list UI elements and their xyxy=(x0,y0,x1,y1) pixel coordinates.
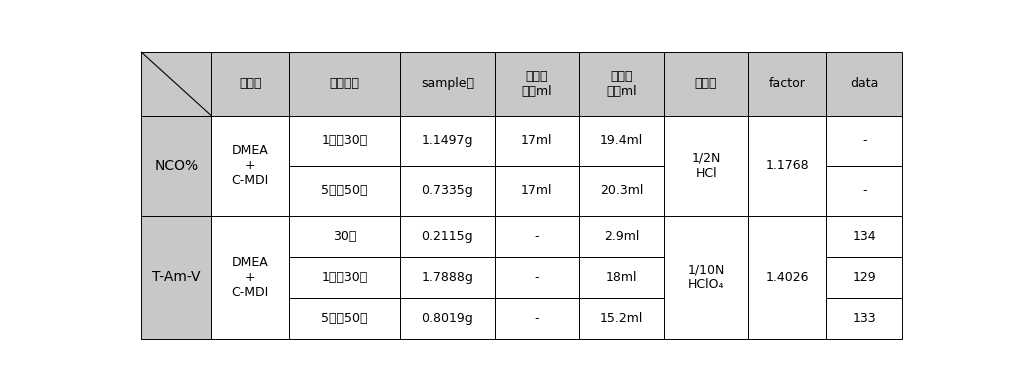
Text: 1/10N
HClO₄: 1/10N HClO₄ xyxy=(687,264,725,291)
Text: 1.1497g: 1.1497g xyxy=(421,134,473,147)
Bar xyxy=(748,216,827,339)
Text: 20.3ml: 20.3ml xyxy=(600,184,643,197)
Bar xyxy=(289,116,400,166)
Text: 반응시간: 반응시간 xyxy=(330,77,359,91)
Text: 0.2115g: 0.2115g xyxy=(421,230,473,243)
Bar xyxy=(827,52,902,116)
Text: 1시간30분: 1시간30분 xyxy=(322,271,367,284)
Text: T-Am-V: T-Am-V xyxy=(152,270,201,284)
Bar xyxy=(495,52,579,116)
Bar xyxy=(827,116,902,166)
Text: 5시간50분: 5시간50분 xyxy=(322,184,367,197)
Bar xyxy=(579,166,664,216)
Bar xyxy=(400,216,495,257)
Bar xyxy=(289,298,400,339)
Bar xyxy=(212,116,289,216)
Text: -: - xyxy=(862,134,866,147)
Bar xyxy=(579,52,664,116)
Bar xyxy=(495,216,579,257)
Text: 1시간30분: 1시간30분 xyxy=(322,134,367,147)
Text: 18ml: 18ml xyxy=(606,271,637,284)
Text: 본시험
소비ml: 본시험 소비ml xyxy=(606,70,637,98)
Bar xyxy=(142,216,212,339)
Text: 적정액: 적정액 xyxy=(695,77,718,91)
Text: factor: factor xyxy=(769,77,806,91)
Text: data: data xyxy=(850,77,879,91)
Text: 133: 133 xyxy=(852,312,876,325)
Bar xyxy=(289,216,400,257)
Bar xyxy=(289,166,400,216)
Bar xyxy=(579,116,664,166)
Text: 0.8019g: 0.8019g xyxy=(421,312,473,325)
Bar xyxy=(579,216,664,257)
Bar xyxy=(664,116,748,216)
Bar xyxy=(142,116,212,216)
Bar xyxy=(289,257,400,298)
Text: 2.9ml: 2.9ml xyxy=(604,230,639,243)
Text: 15.2ml: 15.2ml xyxy=(600,312,643,325)
Bar xyxy=(212,52,289,116)
Bar xyxy=(748,52,827,116)
Text: -: - xyxy=(534,230,540,243)
Bar xyxy=(400,298,495,339)
Bar xyxy=(579,298,664,339)
Bar xyxy=(579,257,664,298)
Text: -: - xyxy=(534,271,540,284)
Bar xyxy=(827,216,902,257)
Bar xyxy=(664,216,748,339)
Text: NCO%: NCO% xyxy=(155,159,199,173)
Bar xyxy=(748,116,827,216)
Text: DMEA
+
C-MDI: DMEA + C-MDI xyxy=(232,144,269,187)
Bar xyxy=(400,166,495,216)
Bar xyxy=(495,298,579,339)
Text: 0.7335g: 0.7335g xyxy=(421,184,473,197)
Bar xyxy=(142,52,212,116)
Text: -: - xyxy=(534,312,540,325)
Text: 19.4ml: 19.4ml xyxy=(600,134,643,147)
Text: 1.1768: 1.1768 xyxy=(766,160,809,172)
Bar xyxy=(400,257,495,298)
Text: 134: 134 xyxy=(852,230,876,243)
Text: DMEA
+
C-MDI: DMEA + C-MDI xyxy=(232,256,269,299)
Text: 129: 129 xyxy=(852,271,876,284)
Text: 17ml: 17ml xyxy=(521,184,553,197)
Bar xyxy=(495,116,579,166)
Text: 1.7888g: 1.7888g xyxy=(421,271,473,284)
Text: 17ml: 17ml xyxy=(521,134,553,147)
Bar xyxy=(827,257,902,298)
Text: 시료명: 시료명 xyxy=(239,77,262,91)
Bar xyxy=(664,52,748,116)
Bar xyxy=(495,257,579,298)
Bar xyxy=(827,298,902,339)
Bar xyxy=(289,52,400,116)
Text: sample량: sample량 xyxy=(420,77,474,91)
Bar xyxy=(495,166,579,216)
Text: 30분: 30분 xyxy=(333,230,356,243)
Bar xyxy=(827,166,902,216)
Text: 5시간50분: 5시간50분 xyxy=(322,312,367,325)
Text: -: - xyxy=(862,184,866,197)
Bar xyxy=(400,52,495,116)
Bar xyxy=(212,216,289,339)
Text: 1/2N
HCl: 1/2N HCl xyxy=(691,152,721,180)
Text: 1.4026: 1.4026 xyxy=(766,271,809,284)
Bar xyxy=(400,116,495,166)
Text: 공시험
소비ml: 공시험 소비ml xyxy=(521,70,552,98)
